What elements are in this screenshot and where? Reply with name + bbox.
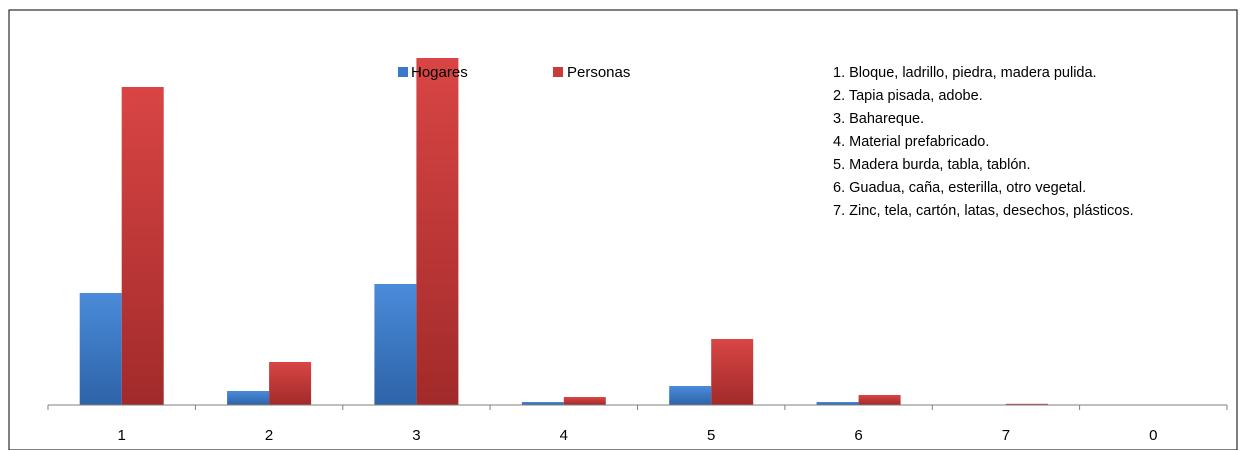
legend-label-personas: Personas	[567, 64, 630, 81]
bar-personas-2	[269, 362, 312, 405]
bar-personas-5	[711, 339, 754, 405]
category-key-item: 2. Tapia pisada, adobe.	[833, 88, 983, 104]
legend-swatch-hogares	[398, 67, 408, 77]
x-tick-label: 3	[412, 427, 420, 444]
chart-border	[8, 9, 1238, 450]
bar-personas-7	[1005, 403, 1048, 405]
category-key-item: 4. Material prefabricado.	[833, 134, 989, 150]
x-tick-label: 2	[265, 427, 273, 444]
x-tick-label: 0	[1149, 427, 1157, 444]
bar-hogares-2	[227, 391, 270, 405]
x-tick-label: 6	[854, 427, 862, 444]
category-key-item: 6. Guadua, caña, esterilla, otro vegetal…	[833, 180, 1086, 196]
legend-label-hogares: Hogares	[411, 64, 468, 81]
bar-hogares-1	[79, 293, 122, 405]
category-key: 1. Bloque, ladrillo, piedra, madera puli…	[833, 65, 1134, 219]
x-tick-labels-group: 1 2 3 4 5 6 7 0	[118, 427, 1158, 444]
bar-personas-6	[858, 395, 901, 405]
bar-personas-1	[121, 87, 164, 405]
category-key-item: 3. Bahareque.	[833, 111, 924, 127]
bar-hogares-3	[374, 284, 417, 405]
x-ticks-group	[47, 405, 1228, 410]
x-tick-label: 1	[118, 427, 126, 444]
category-key-item: 7. Zinc, tela, cartón, latas, desechos, …	[833, 203, 1134, 219]
bar-hogares-5	[669, 386, 712, 405]
category-key-item: 1. Bloque, ladrillo, piedra, madera puli…	[833, 65, 1097, 81]
legend-swatch-personas	[553, 67, 563, 77]
x-tick-label: 4	[560, 427, 568, 444]
category-key-item: 5. Madera burda, tabla, tablón.	[833, 157, 1031, 173]
x-tick-label: 5	[707, 427, 715, 444]
legend: Hogares Personas	[398, 64, 630, 81]
bars-group	[79, 58, 1048, 405]
bar-personas-3	[416, 58, 459, 405]
x-tick-label: 7	[1002, 427, 1010, 444]
bar-hogares-6	[816, 402, 859, 405]
bar-hogares-4	[521, 402, 564, 405]
bar-personas-4	[563, 397, 606, 405]
